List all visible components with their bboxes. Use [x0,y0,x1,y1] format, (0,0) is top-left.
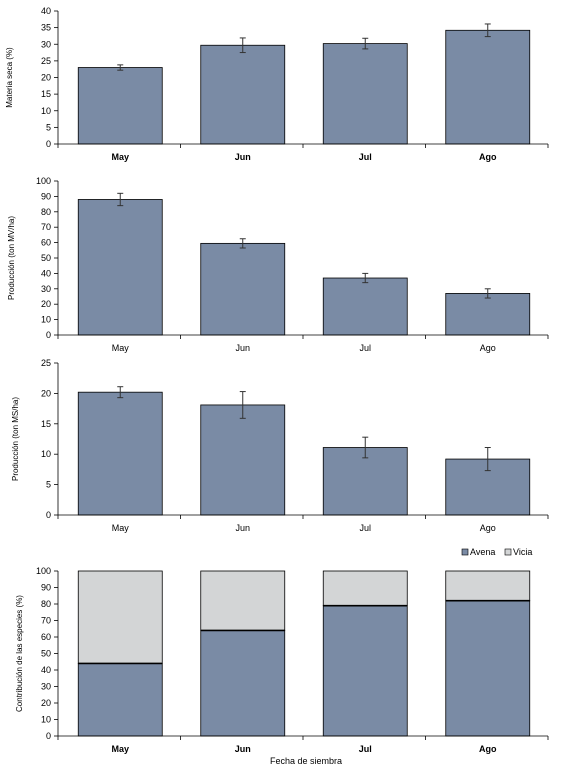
bar-avena-may [77,663,163,737]
y-tick-label: 10 [41,315,51,325]
x-tick-label: May [112,343,130,353]
bar-jun [200,44,286,145]
y-tick-label: 100 [36,566,51,576]
y-tick-label: 0 [46,330,51,340]
legend: Avena Vicia [461,547,532,557]
y-tick-label: 80 [41,599,51,609]
x-tick-label: May [111,744,129,754]
y-tick-label: 20 [41,73,51,83]
legend-label-vicia: Vicia [513,547,532,557]
y-tick-label: 10 [41,106,51,116]
legend-swatch-vicia [504,548,512,556]
x-tick-label: Jul [359,744,372,754]
bar-vicia-jun [200,570,286,631]
y-tick-label: 0 [46,510,51,520]
y-tick-label: 15 [41,419,51,429]
x-tick-label: Jul [359,523,371,533]
error-bar-jun [239,238,246,249]
bar-jun [200,404,286,516]
chart-1: 0 5 10 15 20 25 30 35 40 May Jun Jul Ago Materia seca… [5,6,549,162]
bar-vicia-ago [445,570,531,602]
y-tick-label: 30 [41,682,51,692]
y-tick-label: 10 [41,715,51,725]
x-tick-label: May [112,523,130,533]
y-tick-label: 70 [41,616,51,626]
error-bar-ago [484,23,491,38]
y-tick-label: 60 [41,632,51,642]
error-bar-ago [484,447,491,472]
y-tick-label: 25 [41,358,51,368]
y-tick-label: 60 [41,238,51,248]
error-bar-may [117,192,124,207]
error-bar-jul [362,436,369,459]
x-tick-label: Jul [359,152,372,162]
x-tick-label: Ago [480,523,496,533]
y-tick-label: 0 [46,731,51,741]
y-tick-label: 5 [46,122,51,132]
y-tick-label: 40 [41,6,51,16]
x-tick-label: Ago [479,152,497,162]
x-tick-label: Jun [235,744,251,754]
y-tick-label: 70 [41,222,51,232]
bar-vicia-may [77,570,163,664]
error-bar-may [117,64,124,71]
bar-may [77,199,163,336]
error-bar-ago [484,288,491,299]
bar-may [77,391,163,516]
y-tick-label: 90 [41,583,51,593]
error-bar-jul [362,272,369,284]
y-tick-label: 20 [41,698,51,708]
x-tick-label: Ago [480,343,496,353]
error-bar-jun [239,391,246,419]
y-tick-label: 40 [41,268,51,278]
chart-4: 0 10 20 30 40 50 60 70 80 90 100 May Jun Jul Ago Contri… [15,547,549,766]
y-tick-label: 10 [41,449,51,459]
x-tick-label: Jul [359,343,371,353]
bar-avena-ago [445,600,531,737]
chart-2: 0 10 20 30 40 50 60 70 80 90 100 May Jun Jul Ago Produc… [7,176,549,353]
y-tick-label: 20 [41,299,51,309]
y-tick-label: 30 [41,39,51,49]
chart-3: 0 5 10 15 20 25 May Jun Jul Ago Producción (ton MS… [11,358,549,533]
y-axis-label: Materia seca (%) [5,47,14,108]
error-bar-jun [239,37,246,54]
bar-jun [200,242,286,336]
x-tick-label: Jun [235,152,251,162]
y-tick-label: 40 [41,665,51,675]
bar-jul [322,277,408,336]
y-tick-label: 0 [46,139,51,149]
y-tick-label: 20 [41,388,51,398]
y-axis-label: Producción (ton MS/ha) [11,397,20,481]
y-tick-label: 80 [41,207,51,217]
error-bar-may [117,386,124,399]
bar-ago [445,29,531,145]
y-tick-label: 50 [41,253,51,263]
x-axis-label: Fecha de siembra [270,756,342,766]
bar-avena-jun [200,630,286,737]
y-tick-label: 50 [41,649,51,659]
y-tick-label: 100 [36,176,51,186]
x-tick-label: Jun [235,343,250,353]
y-axis-label: Contribución de las especies (%) [15,595,24,712]
y-tick-label: 90 [41,191,51,201]
y-tick-label: 35 [41,23,51,33]
y-tick-label: 5 [46,480,51,490]
legend-swatch-avena [461,548,469,556]
x-tick-label: Jun [235,523,250,533]
y-tick-label: 30 [41,284,51,294]
x-tick-label: May [111,152,129,162]
bar-jul [322,43,408,145]
bar-vicia-jul [322,570,408,607]
bar-avena-jul [322,605,408,737]
x-tick-label: Ago [479,744,497,754]
legend-label-avena: Avena [470,547,495,557]
error-bar-jul [362,37,369,50]
y-axis-label: Producción (ton MV/ha) [7,216,16,300]
bar-ago [445,293,531,336]
y-tick-label: 25 [41,56,51,66]
bar-may [77,67,163,145]
y-tick-label: 15 [41,89,51,99]
